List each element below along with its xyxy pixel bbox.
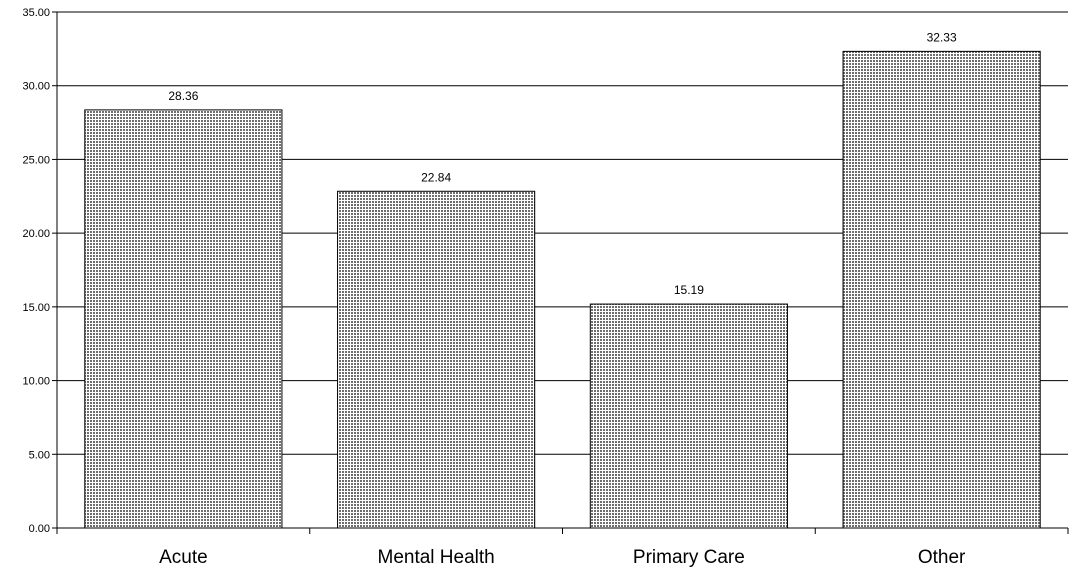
y-tick-label: 0.00 [29,523,50,535]
x-tick-labels: Acute Mental Health Primary Care Other [159,547,966,568]
data-label: 22.84 [421,170,451,184]
x-tick-label: Mental Health [378,547,495,568]
bar [589,303,788,529]
y-tick-label: 30.00 [22,81,50,93]
bar [842,50,1041,529]
y-tick-label: 10.00 [22,376,50,388]
data-label: 32.33 [927,30,957,44]
axes [52,11,1069,534]
bar [84,109,283,529]
y-tick-label: 20.00 [22,228,50,240]
data-label: 15.19 [674,283,704,297]
y-tick-label: 35.00 [22,7,50,19]
bar [337,190,536,529]
data-labels: 28.36 22.84 15.19 32.33 [168,30,957,297]
x-tick-label: Primary Care [633,547,745,568]
x-tick-label: Other [918,547,966,568]
data-label: 28.36 [168,89,198,103]
y-tick-labels: 0.00 5.00 10.00 15.00 20.00 25.00 30.00 35.00 [22,7,50,535]
y-tick-label: 15.00 [22,302,50,314]
y-tick-label: 25.00 [22,154,50,166]
y-tick-label: 5.00 [29,449,50,461]
bars [84,50,1041,529]
x-tick-label: Acute [159,547,208,568]
